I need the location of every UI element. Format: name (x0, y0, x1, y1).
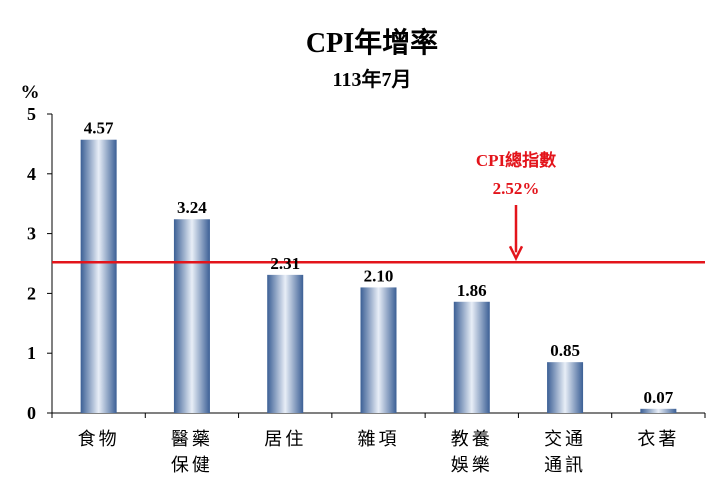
x-axis (51, 412, 706, 418)
y-axis-unit: % (21, 82, 40, 103)
category-label: 通訊 (544, 455, 586, 476)
category-label: 保健 (171, 455, 213, 476)
bar (267, 274, 304, 413)
y-tick-label: 4 (27, 164, 36, 184)
bar (173, 219, 210, 413)
bars (80, 139, 677, 414)
data-label: 2.31 (270, 254, 300, 273)
reference-label: CPI總指數 (476, 150, 556, 170)
data-label: 0.07 (643, 388, 673, 407)
category-label: 娛樂 (451, 455, 493, 476)
chart-title: CPI年增率 (306, 26, 438, 59)
category-label: 居住 (264, 429, 306, 450)
category-label: 醫藥 (171, 429, 213, 450)
bar (453, 301, 490, 413)
data-label: 4.57 (84, 119, 114, 138)
category-label: 教養 (451, 429, 493, 450)
data-label: 0.85 (550, 341, 580, 360)
chart-subtitle: 113年7月 (333, 67, 412, 91)
bar (640, 408, 677, 413)
y-tick-label: 0 (27, 403, 36, 423)
reference-line-group: CPI總指數 2.52% (52, 150, 705, 264)
y-axis: 0 1 2 3 4 5 (27, 104, 53, 423)
y-tick-label: 1 (27, 343, 36, 363)
data-label: 1.86 (457, 281, 487, 300)
reference-arrowhead (508, 245, 524, 262)
bar (547, 362, 584, 413)
bar (80, 139, 117, 414)
y-tick-label: 5 (27, 104, 36, 124)
category-label: 交通 (544, 429, 586, 450)
data-label: 3.24 (177, 198, 207, 217)
category-label: 食物 (78, 429, 120, 450)
data-labels: 4.57 3.24 2.31 2.10 1.86 0.85 0.07 (84, 119, 674, 407)
y-tick-label: 3 (27, 224, 36, 244)
bar (360, 287, 397, 413)
y-tick-label: 2 (27, 283, 36, 303)
category-label: 雜項 (358, 429, 400, 450)
category-label: 衣著 (637, 429, 679, 450)
reference-value-label: 2.52% (493, 179, 540, 198)
data-label: 2.10 (364, 266, 394, 285)
